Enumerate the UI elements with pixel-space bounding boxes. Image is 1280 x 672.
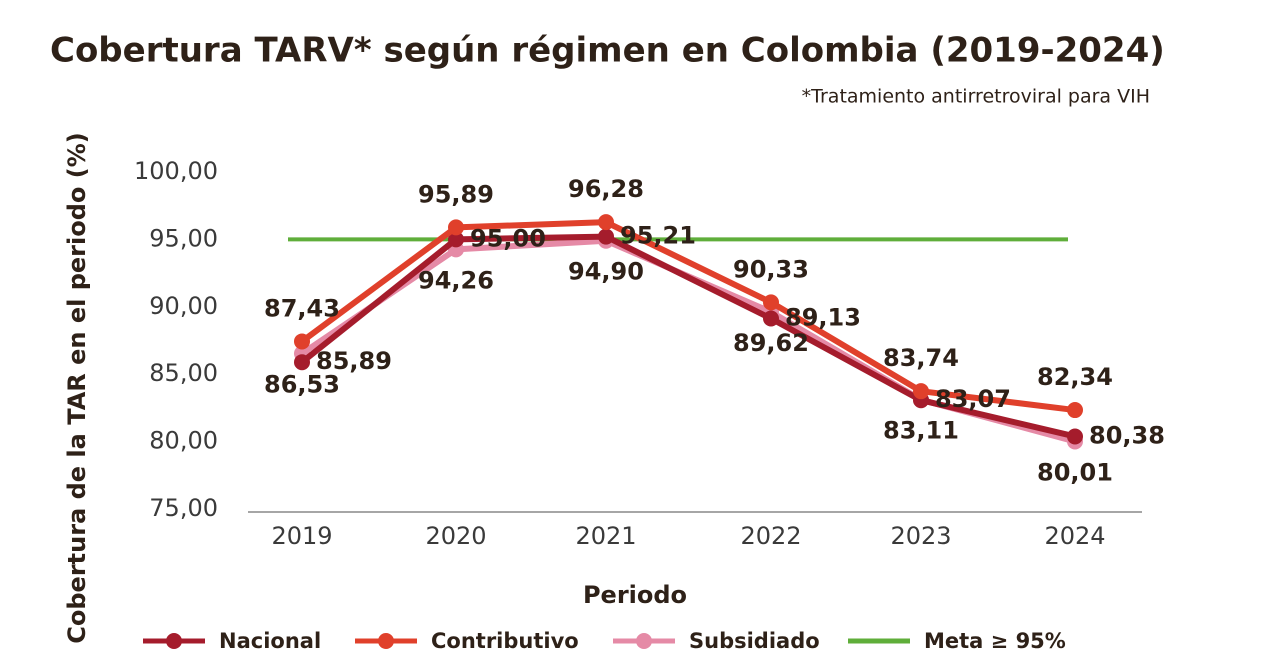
y-tick-label: 95,00	[149, 224, 218, 252]
point	[294, 354, 310, 371]
point	[1067, 402, 1083, 419]
series-line	[300, 233, 1076, 440]
x-axis-title: Periodo	[583, 581, 687, 609]
data-label: 83,11	[883, 417, 959, 445]
y-axis-title: Cobertura de la TAR en el periodo (%)	[63, 132, 91, 643]
y-tick-label: 80,00	[149, 427, 218, 455]
data-label: 95,00	[470, 224, 546, 252]
point	[763, 310, 779, 327]
data-label: 87,43	[264, 294, 340, 322]
legend-marker	[166, 633, 182, 649]
data-label: 95,89	[418, 180, 494, 208]
data-label: 80,01	[1037, 458, 1113, 486]
legend-label: Contributivo	[431, 629, 579, 653]
data-label: 89,13	[785, 304, 861, 332]
point	[913, 383, 929, 400]
data-label: 80,38	[1089, 421, 1165, 449]
point	[598, 228, 614, 245]
legend-label: Meta ≥ 95%	[924, 629, 1066, 653]
y-tick-label: 90,00	[149, 292, 218, 320]
data-label: 94,26	[418, 266, 494, 294]
legend-label: Subsidiado	[689, 629, 820, 653]
chart-subtitle: *Tratamiento antirretroviral para VIH	[802, 86, 1150, 108]
data-label: 94,90	[568, 258, 644, 286]
y-tick-label: 75,00	[149, 494, 218, 522]
point	[448, 231, 464, 248]
data-label: 86,53	[264, 371, 340, 399]
legend-marker	[378, 633, 394, 649]
x-tick-label: 2020	[425, 522, 486, 550]
point	[294, 333, 310, 350]
data-label: 82,34	[1037, 363, 1113, 391]
data-label: 89,62	[733, 329, 809, 357]
x-tick-label: 2024	[1044, 522, 1105, 550]
data-label: 85,89	[316, 347, 392, 375]
point	[1067, 428, 1083, 445]
point	[598, 214, 614, 231]
data-label: 96,28	[568, 175, 644, 203]
data-label: 83,07	[935, 385, 1011, 413]
series-line	[300, 219, 1076, 414]
point	[763, 294, 779, 311]
y-tick-label: 100,00	[134, 157, 218, 185]
x-tick-label: 2019	[271, 522, 332, 550]
data-label: 95,21	[620, 222, 696, 250]
data-label: 83,74	[883, 344, 959, 372]
x-tick-label: 2023	[890, 522, 951, 550]
x-tick-label: 2022	[740, 522, 801, 550]
x-tick-label: 2021	[575, 522, 636, 550]
chart-title: Cobertura TARV* según régimen en Colombi…	[50, 31, 1165, 71]
legend-marker	[636, 633, 652, 649]
legend-label: Nacional	[219, 629, 321, 653]
data-label: 90,33	[733, 255, 809, 283]
y-tick-label: 85,00	[149, 359, 218, 387]
point	[448, 219, 464, 236]
